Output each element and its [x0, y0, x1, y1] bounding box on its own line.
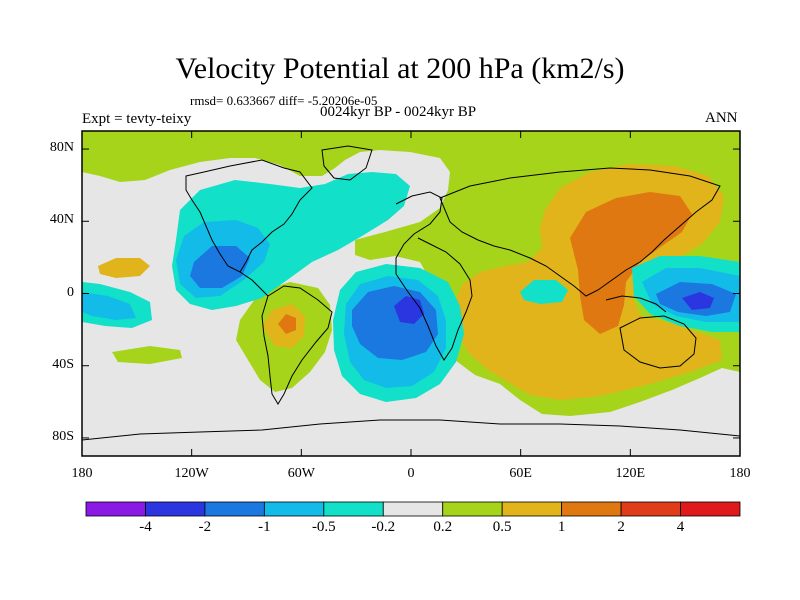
coast-south-america [261, 285, 333, 405]
lon-tick-label: 180 [71, 466, 93, 481]
lon-tick-label: 120E [615, 466, 646, 481]
lon-tick-label: 60W [287, 466, 315, 481]
colorbar-swatch [620, 501, 681, 517]
coast-central-america [239, 271, 269, 297]
colorbar [85, 501, 741, 517]
contour-neg-small-io [520, 280, 568, 304]
lat-tick-label: 80N [49, 140, 74, 156]
colorbar-swatch [145, 501, 206, 517]
contour-neg-xlarge-wp [682, 292, 714, 310]
lon-tick-label: 60E [509, 466, 532, 481]
coast-eurasia [439, 167, 721, 297]
lon-tick-label: 180 [729, 466, 751, 481]
colorbar-swatch [263, 501, 325, 517]
map-field [82, 131, 740, 456]
colorbar-swatch [501, 501, 563, 517]
colorbar-label: 1 [557, 519, 566, 535]
colorbar-swatch [382, 501, 444, 517]
colorbar-label: 4 [676, 519, 685, 535]
colorbar-label: -4 [139, 519, 152, 535]
colorbar-label: -0.5 [311, 519, 336, 535]
colorbar-swatch [85, 501, 146, 517]
colorbar-swatch [680, 501, 741, 517]
colorbar-label: 0.2 [433, 519, 453, 535]
coast-maritime-continent [605, 295, 667, 313]
colorbar-label: -2 [198, 519, 212, 535]
lat-tick-label: 80S [52, 428, 74, 444]
contour-neg-mid-ep [82, 292, 136, 320]
season-label: ANN [705, 110, 738, 126]
colorbar-label: 2 [617, 519, 625, 535]
stats-text: rmsd= 0.633667 diff= -5.20206e-05 [190, 93, 378, 108]
map-ticks [81, 131, 741, 456]
colorbar-label: 0.5 [492, 519, 512, 535]
contour-pos-small-sp [112, 346, 182, 364]
coast-europe-africa [395, 191, 473, 361]
coastlines [82, 145, 740, 441]
lon-tick-label: 0 [407, 466, 415, 481]
colorbar-swatch [442, 501, 503, 517]
coast-north-america [185, 159, 313, 273]
contour-pos-mid-np [98, 258, 150, 278]
colorbar-swatch [204, 501, 265, 517]
coast-antarctica [82, 419, 740, 441]
contour-neg-large [190, 246, 250, 288]
experiment-label: Expt = tevty-teixy [82, 111, 192, 127]
chart-title: Velocity Potential at 200 hPa (km2/s) [175, 52, 625, 85]
lat-tick-label: 0 [67, 284, 74, 300]
colorbar-label: -1 [258, 519, 271, 535]
coast-greenland [321, 145, 373, 181]
colorbar-label: -0.2 [371, 519, 396, 535]
colorbar-swatch [561, 501, 622, 517]
period-label: 0024kyr BP - 0024kyr BP [320, 104, 477, 120]
lat-tick-label: 40S [52, 356, 74, 372]
contour-pos-large-sa [278, 314, 296, 334]
coast-australia [619, 315, 697, 369]
lon-tick-label: 120W [174, 466, 209, 481]
colorbar-swatch [323, 501, 384, 517]
lat-tick-label: 40N [49, 212, 74, 228]
contour-pos-large [570, 192, 692, 334]
